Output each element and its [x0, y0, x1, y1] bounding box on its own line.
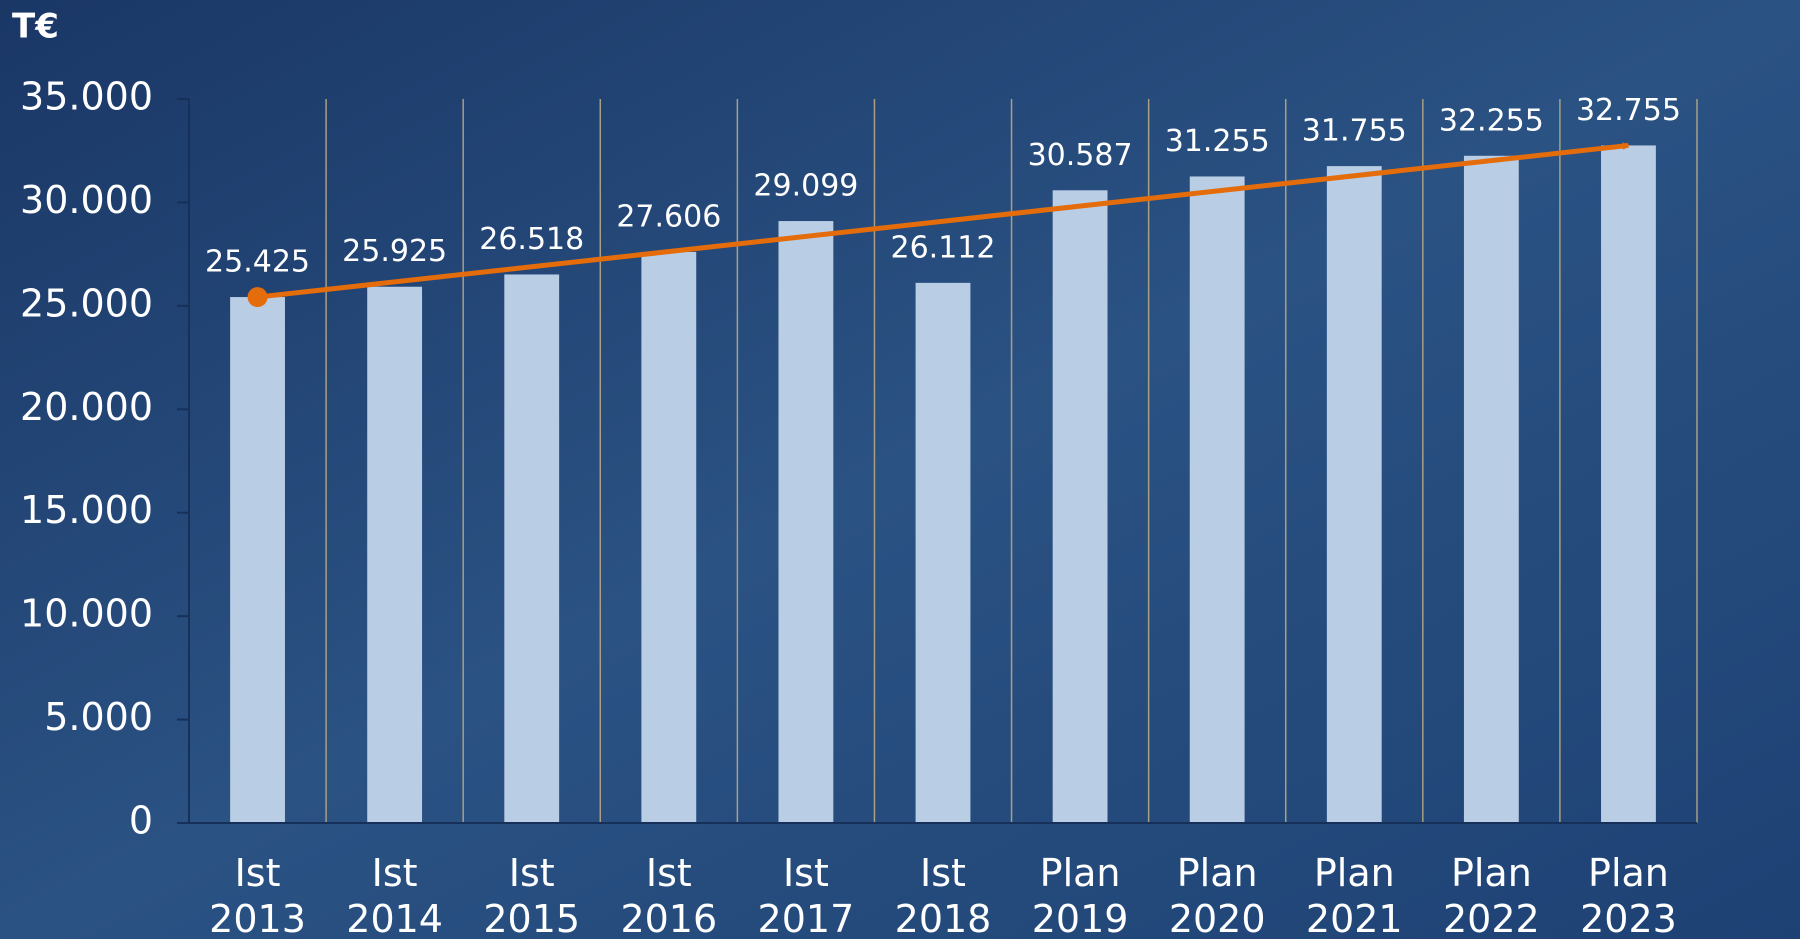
- x-tick-label: Ist 2015: [483, 851, 580, 939]
- x-tick-label-line: Plan: [1314, 851, 1395, 895]
- y-tick-label: 30.000: [20, 178, 153, 222]
- value-label: 25.425: [205, 245, 310, 280]
- bar: [915, 282, 971, 823]
- value-label: 27.606: [616, 199, 721, 234]
- bar: [641, 251, 697, 823]
- value-label: 26.112: [891, 230, 996, 265]
- x-tick-label-line: 2019: [1032, 897, 1129, 939]
- value-label: 32.755: [1576, 93, 1681, 128]
- x-tick-label: Ist 2017: [758, 851, 855, 939]
- x-tick-label-line: 2017: [758, 897, 855, 939]
- bar: [1463, 155, 1519, 823]
- x-tick-label-line: Plan: [1177, 851, 1258, 895]
- x-tick-label-line: 2018: [895, 897, 992, 939]
- trend-arrow: [257, 142, 1630, 300]
- bar: [230, 297, 285, 824]
- x-tick-label-line: 2022: [1443, 897, 1540, 939]
- y-tick-label: 5.000: [44, 695, 153, 739]
- x-tick-label-line: 2014: [346, 897, 443, 939]
- x-tick-label-line: Ist: [372, 851, 418, 895]
- y-tick-label: 0: [129, 799, 153, 843]
- value-label: 25.925: [342, 234, 447, 269]
- x-tick-label-line: 2023: [1580, 897, 1677, 939]
- x-tick-label-line: Ist: [646, 851, 692, 895]
- bar: [1052, 190, 1108, 823]
- value-label: 32.255: [1439, 103, 1544, 138]
- value-label: 31.255: [1165, 124, 1270, 159]
- y-tick-label: 15.000: [20, 488, 153, 532]
- y-axis-title: T€: [12, 7, 59, 47]
- value-label: 26.518: [479, 222, 584, 257]
- x-tick-label-line: Ist: [509, 851, 555, 895]
- y-tick-label: 35.000: [20, 75, 153, 119]
- x-tick-label-line: 2015: [483, 897, 580, 939]
- bar: [1189, 176, 1245, 823]
- x-tick-label-line: Plan: [1451, 851, 1532, 895]
- x-tick-label: Ist 2014: [346, 851, 443, 939]
- y-tick-label: 25.000: [20, 281, 153, 325]
- x-tick-label-line: Ist: [783, 851, 829, 895]
- x-tick-label: Plan 2021: [1306, 851, 1403, 939]
- x-tick-label-line: Plan: [1040, 851, 1121, 895]
- y-tick-label: 10.000: [20, 592, 153, 636]
- value-label: 29.099: [753, 169, 858, 204]
- y-tick-label: 20.000: [20, 385, 153, 429]
- x-tick-label: Plan 2020: [1169, 851, 1266, 939]
- value-label: 31.755: [1302, 114, 1407, 149]
- bar: [778, 221, 834, 823]
- x-tick-label: Ist 2018: [895, 851, 992, 939]
- x-tick-label-line: 2013: [209, 897, 306, 939]
- x-tick-label: Ist 2013: [209, 851, 306, 939]
- x-tick-label-line: 2021: [1306, 897, 1403, 939]
- x-tick-label: Plan 2019: [1032, 851, 1129, 939]
- value-label: 30.587: [1028, 138, 1133, 173]
- x-tick-label: Plan 2023: [1580, 851, 1677, 939]
- x-tick-label-line: Ist: [235, 851, 281, 895]
- bar: [504, 274, 560, 823]
- x-tick-label-line: Ist: [920, 851, 966, 895]
- bar: [367, 286, 423, 823]
- bar: [1601, 145, 1656, 823]
- x-tick-label: Plan 2022: [1443, 851, 1540, 939]
- trend-start: [247, 287, 268, 308]
- x-tick-label: Ist 2016: [620, 851, 717, 939]
- x-tick-label-line: 2016: [620, 897, 717, 939]
- bar: [1326, 166, 1382, 824]
- x-tick-label-line: Plan: [1588, 851, 1669, 895]
- x-tick-label-line: 2020: [1169, 897, 1266, 939]
